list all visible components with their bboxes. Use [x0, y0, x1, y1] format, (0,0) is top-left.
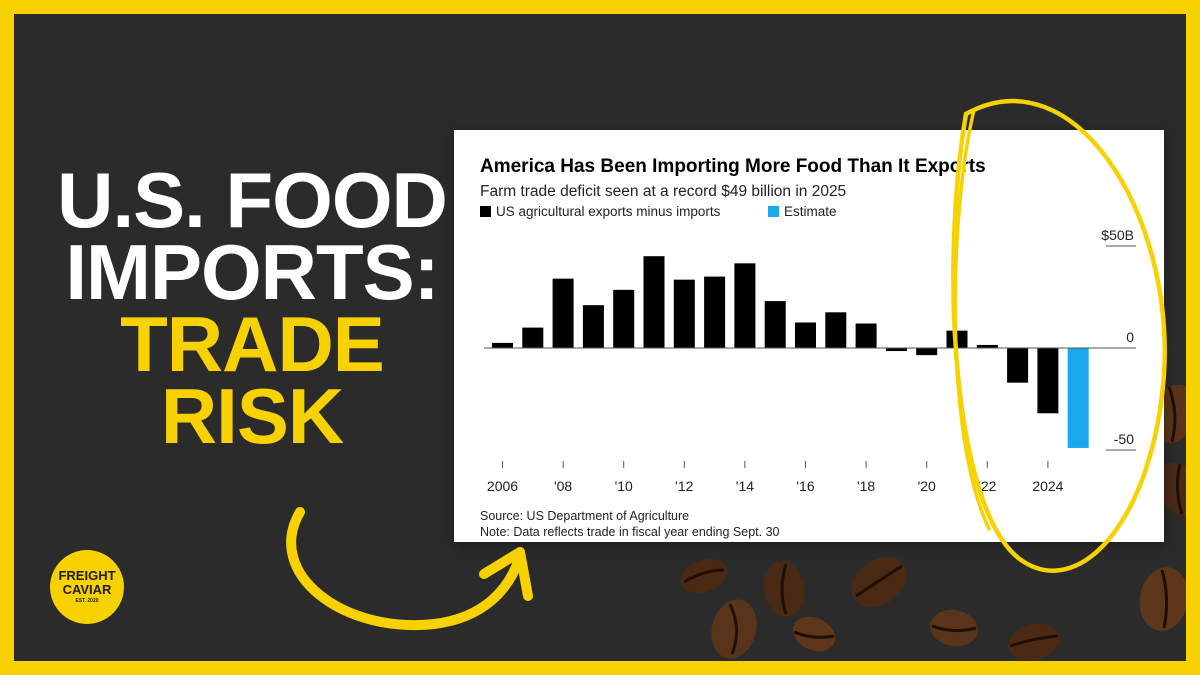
bar — [613, 289, 635, 348]
coffee-bean-icon — [1008, 623, 1060, 661]
headline: U.S. FOOD IMPORTS: TRADE RISK — [42, 156, 462, 460]
bar — [795, 322, 816, 348]
chart-subtitle: Farm trade deficit seen at a record $49 … — [480, 183, 846, 200]
bar — [522, 327, 544, 348]
chart-card: America Has Been Importing More Food Tha… — [454, 130, 1164, 542]
x-tick-label: 2024 — [1032, 478, 1063, 494]
bar-estimate — [1067, 348, 1089, 448]
x-tick-label: '10 — [615, 478, 633, 494]
arrow-head-icon — [479, 547, 533, 601]
x-tick-label: '20 — [918, 478, 936, 494]
coffee-bean-icon — [792, 616, 836, 652]
bar — [946, 330, 968, 348]
x-tick-label: 2006 — [487, 478, 518, 494]
thumbnail-stage: U.S. FOOD IMPORTS: TRADE RISK FREIGHT CA… — [14, 14, 1186, 661]
bar — [552, 278, 574, 348]
logo-line-1: FREIGHT — [58, 568, 116, 583]
headline-line-2: IMPORTS: — [65, 228, 439, 316]
chart-note: Note: Data reflects trade in fiscal year… — [480, 525, 780, 539]
coffee-bean-icon — [711, 599, 757, 659]
bar — [643, 256, 665, 348]
coffee-bean-icon — [851, 557, 907, 607]
chart-title: America Has Been Importing More Food Tha… — [480, 156, 986, 177]
legend-label-actual: US agricultural exports minus imports — [496, 204, 721, 219]
bars-group — [484, 256, 1136, 448]
coffee-bean-icon — [930, 609, 978, 647]
legend-label-estimate: Estimate — [784, 204, 837, 219]
x-tick-label: '12 — [675, 478, 693, 494]
bar — [825, 312, 847, 348]
x-tick-label: '18 — [857, 478, 875, 494]
logo-line-2: CAVIAR — [62, 582, 112, 597]
legend-swatch-actual — [480, 206, 491, 217]
y-tick-label: -50 — [1114, 431, 1134, 447]
bar — [855, 323, 877, 348]
bar — [764, 301, 786, 348]
bar — [492, 342, 513, 348]
x-tick-label: '16 — [796, 478, 814, 494]
coffee-bean-icon — [680, 558, 728, 594]
x-axis: 2006 '08 '10 '12 '14 '16 '18 '20 '22 2024 — [487, 461, 1064, 494]
y-tick-label: $50B — [1101, 227, 1134, 243]
x-tick-label: '08 — [554, 478, 572, 494]
bar-chart: America Has Been Importing More Food Tha… — [480, 156, 1136, 539]
coffee-bean-icon — [1139, 567, 1186, 631]
x-tick-label: '14 — [736, 478, 754, 494]
y-axis: $50B 0 -50 — [1101, 227, 1136, 451]
freight-caviar-logo: FREIGHT CAVIAR EST. 2020 — [50, 550, 124, 624]
headline-line-4: RISK — [160, 372, 344, 460]
bar — [734, 263, 756, 348]
headline-line-1: U.S. FOOD — [57, 156, 448, 244]
bar — [885, 348, 907, 352]
y-tick-label: 0 — [1126, 329, 1134, 345]
bar — [582, 305, 604, 348]
headline-line-3: TRADE — [120, 300, 385, 388]
logo-tagline: EST. 2020 — [75, 598, 99, 604]
bar — [673, 279, 695, 348]
bar — [1037, 348, 1059, 414]
legend-swatch-estimate — [768, 206, 779, 217]
bar — [1007, 348, 1029, 383]
bar — [704, 276, 726, 348]
x-tick-label: '22 — [978, 478, 996, 494]
chart-source: Source: US Department of Agriculture — [480, 509, 689, 523]
chart-legend: US agricultural exports minus imports Es… — [480, 204, 837, 219]
coffee-bean-icon — [763, 561, 805, 617]
bar — [916, 348, 938, 356]
